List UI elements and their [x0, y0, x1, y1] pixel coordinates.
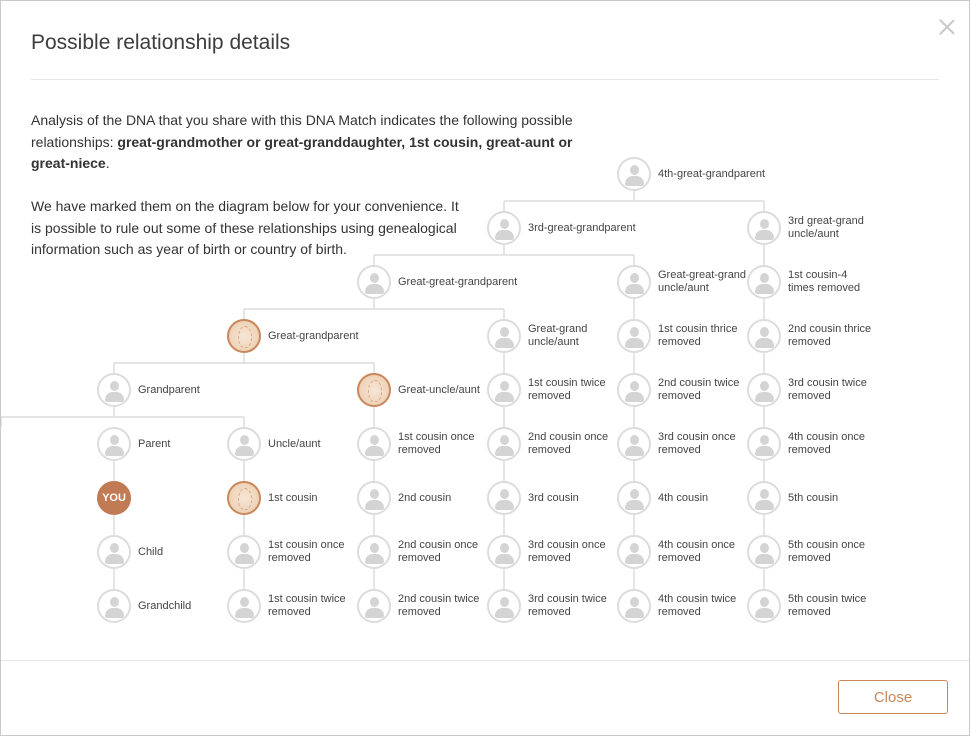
tree-label-ua: Uncle/aunt	[268, 438, 321, 450]
tree-node-gau[interactable]	[357, 373, 391, 407]
tree-node-ggua[interactable]	[617, 265, 651, 299]
tree-label-ggua: Great-great-grand uncle/aunt	[658, 269, 747, 294]
analysis-tail: .	[105, 155, 110, 171]
tree-label-c4r1: 4th cousin once removed	[788, 431, 866, 456]
tree-node-c4d2[interactable]	[617, 589, 651, 623]
tree-label-c1r3: 1st cousin thrice removed	[658, 323, 738, 348]
tree-label-gua: Great-grand uncle/aunt	[528, 323, 588, 348]
tree-node-c5d2[interactable]	[747, 589, 781, 623]
tree-node-c5[interactable]	[747, 481, 781, 515]
tree-label-ggg: 3rd-great-grandparent	[528, 222, 636, 234]
tree-node-c4r1[interactable]	[747, 427, 781, 461]
analysis-lead: Analysis of the DNA that you share with …	[31, 112, 573, 150]
tree-node-c1r4[interactable]	[747, 265, 781, 299]
tree-node-p[interactable]	[97, 427, 131, 461]
tree-label-3ggua: 3rd great-grand uncle/aunt	[788, 215, 864, 240]
tree-label-c2: 2nd cousin	[398, 492, 452, 504]
tree-label-c3d1: 3rd cousin once removed	[528, 539, 606, 564]
tree-node-c3d2[interactable]	[487, 589, 521, 623]
footer-divider	[1, 660, 969, 661]
tree-node-c1d1[interactable]	[227, 535, 261, 569]
tree-node-gg[interactable]	[357, 265, 391, 299]
tree-node-gua[interactable]	[487, 319, 521, 353]
tree-node-c1r2[interactable]	[487, 373, 521, 407]
tree-label-c4: 4th cousin	[658, 492, 709, 504]
tree-node-g[interactable]	[227, 319, 261, 353]
tree-label-c4d2: 4th cousin twice removed	[658, 593, 737, 618]
tree-node-ggg[interactable]	[487, 211, 521, 245]
close-button[interactable]: Close	[838, 680, 948, 714]
tree-node-3ggua[interactable]	[747, 211, 781, 245]
tree-label-c3r1: 3rd cousin once removed	[658, 431, 736, 456]
tree-node-child[interactable]	[97, 535, 131, 569]
tree-label-c5d2: 5th cousin twice removed	[788, 593, 867, 618]
tree-label-c2r3: 2nd cousin thrice removed	[788, 323, 872, 348]
tree-node-c2d2[interactable]	[357, 589, 391, 623]
tree-label-c3d2: 3rd cousin twice removed	[528, 593, 607, 618]
tree-label-child: Child	[138, 546, 164, 558]
tree-label-c5d1: 5th cousin once removed	[788, 539, 866, 564]
tree-node-c2r3[interactable]	[747, 319, 781, 353]
tree-label-c3: 3rd cousin	[528, 492, 579, 504]
tree-label-c1r4: 1st cousin-4 times removed	[788, 269, 861, 294]
tree-label-c1: 1st cousin	[268, 492, 318, 504]
relationship-tree-lines	[1, 191, 765, 589]
tree-node-you[interactable]: YOU	[97, 481, 131, 515]
tree-node-c3r2[interactable]	[747, 373, 781, 407]
tree-label-c3r2: 3rd cousin twice removed	[788, 377, 867, 402]
tree-label-c1d2: 1st cousin twice removed	[268, 593, 346, 618]
tree-label-c2r2: 2nd cousin twice removed	[658, 377, 740, 402]
tree-label-c2r1: 2nd cousin once removed	[528, 431, 609, 456]
analysis-text: Analysis of the DNA that you share with …	[31, 110, 591, 175]
diagram-note: We have marked them on the diagram below…	[31, 198, 459, 257]
tree-node-gp[interactable]	[97, 373, 131, 407]
tree-node-c4[interactable]	[617, 481, 651, 515]
tree-label-c1r2: 1st cousin twice removed	[528, 377, 606, 402]
dialog-title: Possible relationship details	[31, 31, 291, 54]
tree-node-ua[interactable]	[227, 427, 261, 461]
tree-node-c2r1[interactable]	[487, 427, 521, 461]
tree-label-gau: Great-uncle/aunt	[398, 384, 480, 396]
tree-node-c3[interactable]	[487, 481, 521, 515]
tree-label-gg: Great-great-grandparent	[398, 276, 518, 288]
tree-node-gchild[interactable]	[97, 589, 131, 623]
tree-label-c2d2: 2nd cousin twice removed	[398, 593, 480, 618]
tree-node-c1d2[interactable]	[227, 589, 261, 623]
tree-node-c1r3[interactable]	[617, 319, 651, 353]
tree-label-gp: Grandparent	[138, 384, 200, 396]
tree-label-gggg: 4th-great-grandparent	[658, 168, 766, 180]
tree-label-c2d1: 2nd cousin once removed	[398, 539, 479, 564]
tree-node-c3d1[interactable]	[487, 535, 521, 569]
tree-node-c2r2[interactable]	[617, 373, 651, 407]
tree-label-c4d1: 4th cousin once removed	[658, 539, 736, 564]
possible-relationships: great-grandmother or great-granddaughter…	[31, 133, 573, 172]
tree-node-c2d1[interactable]	[357, 535, 391, 569]
tree-label-c1d1: 1st cousin once removed	[268, 539, 345, 564]
tree-node-c4d1[interactable]	[617, 535, 651, 569]
tree-label-c5: 5th cousin	[788, 492, 839, 504]
tree-label-p: Parent	[138, 438, 171, 450]
tree-node-c2[interactable]	[357, 481, 391, 515]
tree-node-c1[interactable]	[227, 481, 261, 515]
tree-node-c3r1[interactable]	[617, 427, 651, 461]
tree-label-g: Great-grandparent	[268, 330, 359, 342]
tree-node-c5d1[interactable]	[747, 535, 781, 569]
tree-node-gggg[interactable]	[617, 157, 651, 191]
tree-label-gchild: Grandchild	[138, 600, 192, 612]
tree-label-c1r1: 1st cousin once removed	[398, 431, 475, 456]
header-divider	[31, 79, 939, 80]
tree-node-c1r1[interactable]	[357, 427, 391, 461]
